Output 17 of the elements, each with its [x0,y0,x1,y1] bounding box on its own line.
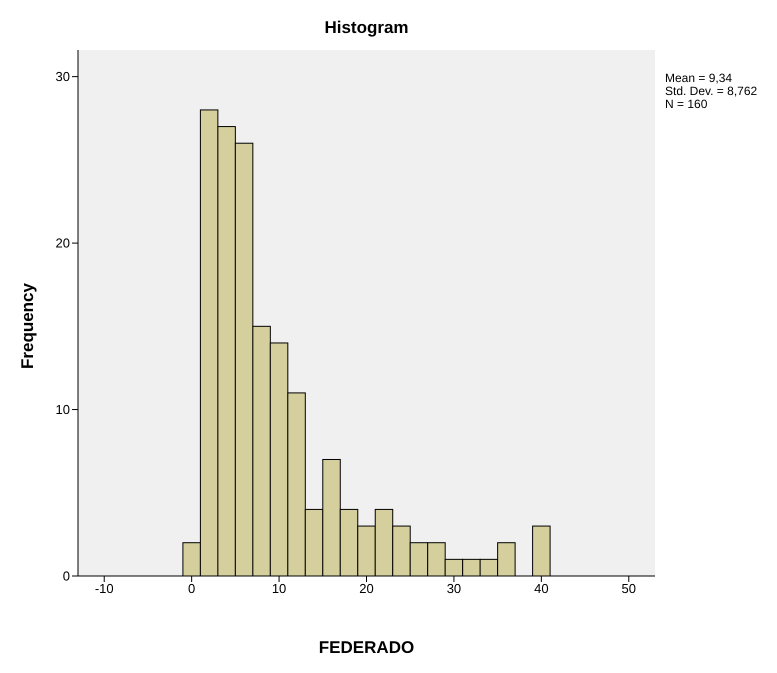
y-tick-label: 20 [56,236,70,251]
y-axis-title: Frequency [18,282,38,371]
y-tick-label: 0 [62,568,70,584]
text: Std. Dev. = 8,762 [665,84,758,98]
x-tick-label: 30 [446,581,462,596]
text: Mean = 9,34 [665,71,734,85]
x-tick-label: 20 [359,581,374,596]
chart-title: Histogram [323,18,410,38]
x-tick-label: 50 [622,581,636,596]
y-tick-label: 10 [56,402,70,418]
x-tick-label: 10 [272,581,286,596]
text: N = 160 [665,97,708,111]
x-tick-label: 40 [534,581,549,596]
y-tick-label: 30 [56,69,70,84]
x-tick-label: -10 [94,581,114,596]
x-axis-title: FEDERADO [318,638,416,658]
x-tick-label: 0 [188,581,196,596]
